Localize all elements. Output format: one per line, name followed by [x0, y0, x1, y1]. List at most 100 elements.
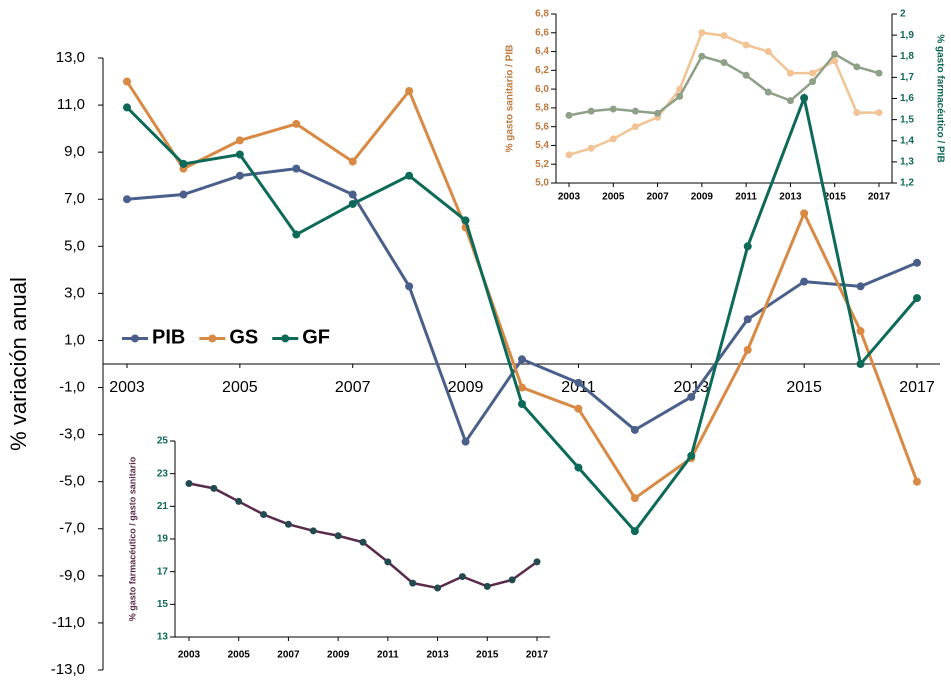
point [348, 190, 357, 199]
y-tick-label: -9,0 [59, 567, 85, 584]
y-tick-label: 5,0 [64, 237, 85, 254]
point [743, 242, 752, 251]
point [574, 404, 583, 413]
point [179, 190, 188, 199]
y-tick-label: 5,6 [535, 121, 549, 132]
y-axis-label: % gasto sanitario / PIB [505, 45, 516, 153]
point [235, 150, 244, 159]
point [123, 195, 131, 204]
point [292, 230, 301, 239]
point [609, 135, 617, 143]
x-tick-label: 2013 [779, 192, 802, 203]
point [292, 164, 301, 173]
point [742, 41, 750, 49]
point [518, 355, 526, 364]
x-tick-label: 2009 [327, 650, 350, 661]
point [574, 378, 583, 387]
point [185, 479, 193, 487]
point [856, 327, 865, 336]
point [210, 484, 218, 492]
point [309, 527, 317, 535]
x-tick-label: 2005 [228, 650, 251, 661]
x-tick-label: 2011 [377, 650, 399, 661]
point [405, 282, 414, 291]
y-tick-label: 25 [157, 436, 169, 447]
x-tick-label: 2011 [735, 192, 757, 203]
point [913, 477, 921, 486]
y-tick-label: 6,4 [535, 46, 549, 57]
point [687, 451, 696, 460]
point [587, 144, 595, 152]
y-tick-label: 11,0 [57, 96, 85, 113]
point [654, 109, 662, 117]
point [235, 497, 243, 505]
y2-tick-label: 1,5 [900, 114, 914, 125]
point [260, 511, 268, 518]
point [764, 88, 772, 96]
x-tick-label: 2015 [476, 650, 499, 661]
x-tick-label: 2009 [691, 192, 714, 203]
y-tick-label: 6,0 [535, 84, 549, 95]
y-tick-label: 23 [157, 468, 169, 479]
y-tick-label: -5,0 [59, 473, 85, 490]
point [743, 315, 752, 324]
y-tick-label: -11,0 [52, 614, 85, 631]
point [856, 282, 865, 291]
point [913, 258, 921, 267]
point [676, 92, 684, 100]
point [508, 576, 516, 584]
x-tick-label: 2013 [426, 650, 449, 661]
y-tick-label: 17 [157, 566, 169, 577]
point [123, 103, 131, 112]
point [742, 71, 750, 79]
legend-marker [208, 334, 217, 343]
point [533, 558, 541, 566]
y2-tick-label: 1,4 [900, 135, 914, 146]
x-tick-label: 2017 [868, 192, 891, 203]
y-tick-label: -1,0 [59, 379, 85, 396]
y2-tick-label: 1,9 [900, 30, 914, 41]
point [348, 157, 357, 166]
point [698, 29, 706, 37]
point [565, 151, 573, 159]
point [348, 199, 357, 208]
y-tick-label: 5,4 [535, 140, 549, 151]
x-tick-label: 2005 [222, 379, 258, 396]
point [800, 209, 809, 218]
point [786, 69, 794, 77]
point [518, 383, 526, 392]
point [800, 94, 809, 103]
point [630, 494, 639, 503]
point [743, 345, 752, 354]
point [235, 136, 244, 145]
point [720, 59, 728, 67]
point [483, 582, 491, 590]
x-tick-label: 2003 [178, 650, 201, 661]
point [809, 78, 817, 86]
y-tick-label: 7,0 [64, 190, 85, 207]
y-axis-label: % gasto farmacéutico / gasto sanitario [127, 456, 137, 621]
x-tick-label: 2015 [824, 192, 847, 203]
x-tick-label: 2009 [448, 379, 484, 396]
x-tick-label: 2005 [602, 192, 625, 203]
point [587, 107, 595, 115]
y-tick-label: 5,2 [535, 159, 549, 170]
point [800, 277, 809, 286]
point [434, 584, 442, 592]
point [913, 294, 921, 303]
series-line [125, 92, 919, 534]
point [359, 538, 367, 546]
point [235, 171, 244, 180]
y-tick-label: 6,8 [535, 9, 549, 20]
y-tick-label: 13,0 [56, 49, 85, 66]
point [405, 86, 414, 95]
point [292, 119, 301, 128]
y-tick-label: 19 [157, 534, 169, 545]
x-tick-label: 2003 [109, 379, 145, 396]
point [334, 532, 342, 540]
y2-axis-label: % gasto farmacéutico / PIB [934, 34, 945, 162]
x-tick-label: 2007 [646, 192, 669, 203]
point [630, 527, 639, 536]
y2-tick-label: 1,7 [900, 72, 914, 83]
